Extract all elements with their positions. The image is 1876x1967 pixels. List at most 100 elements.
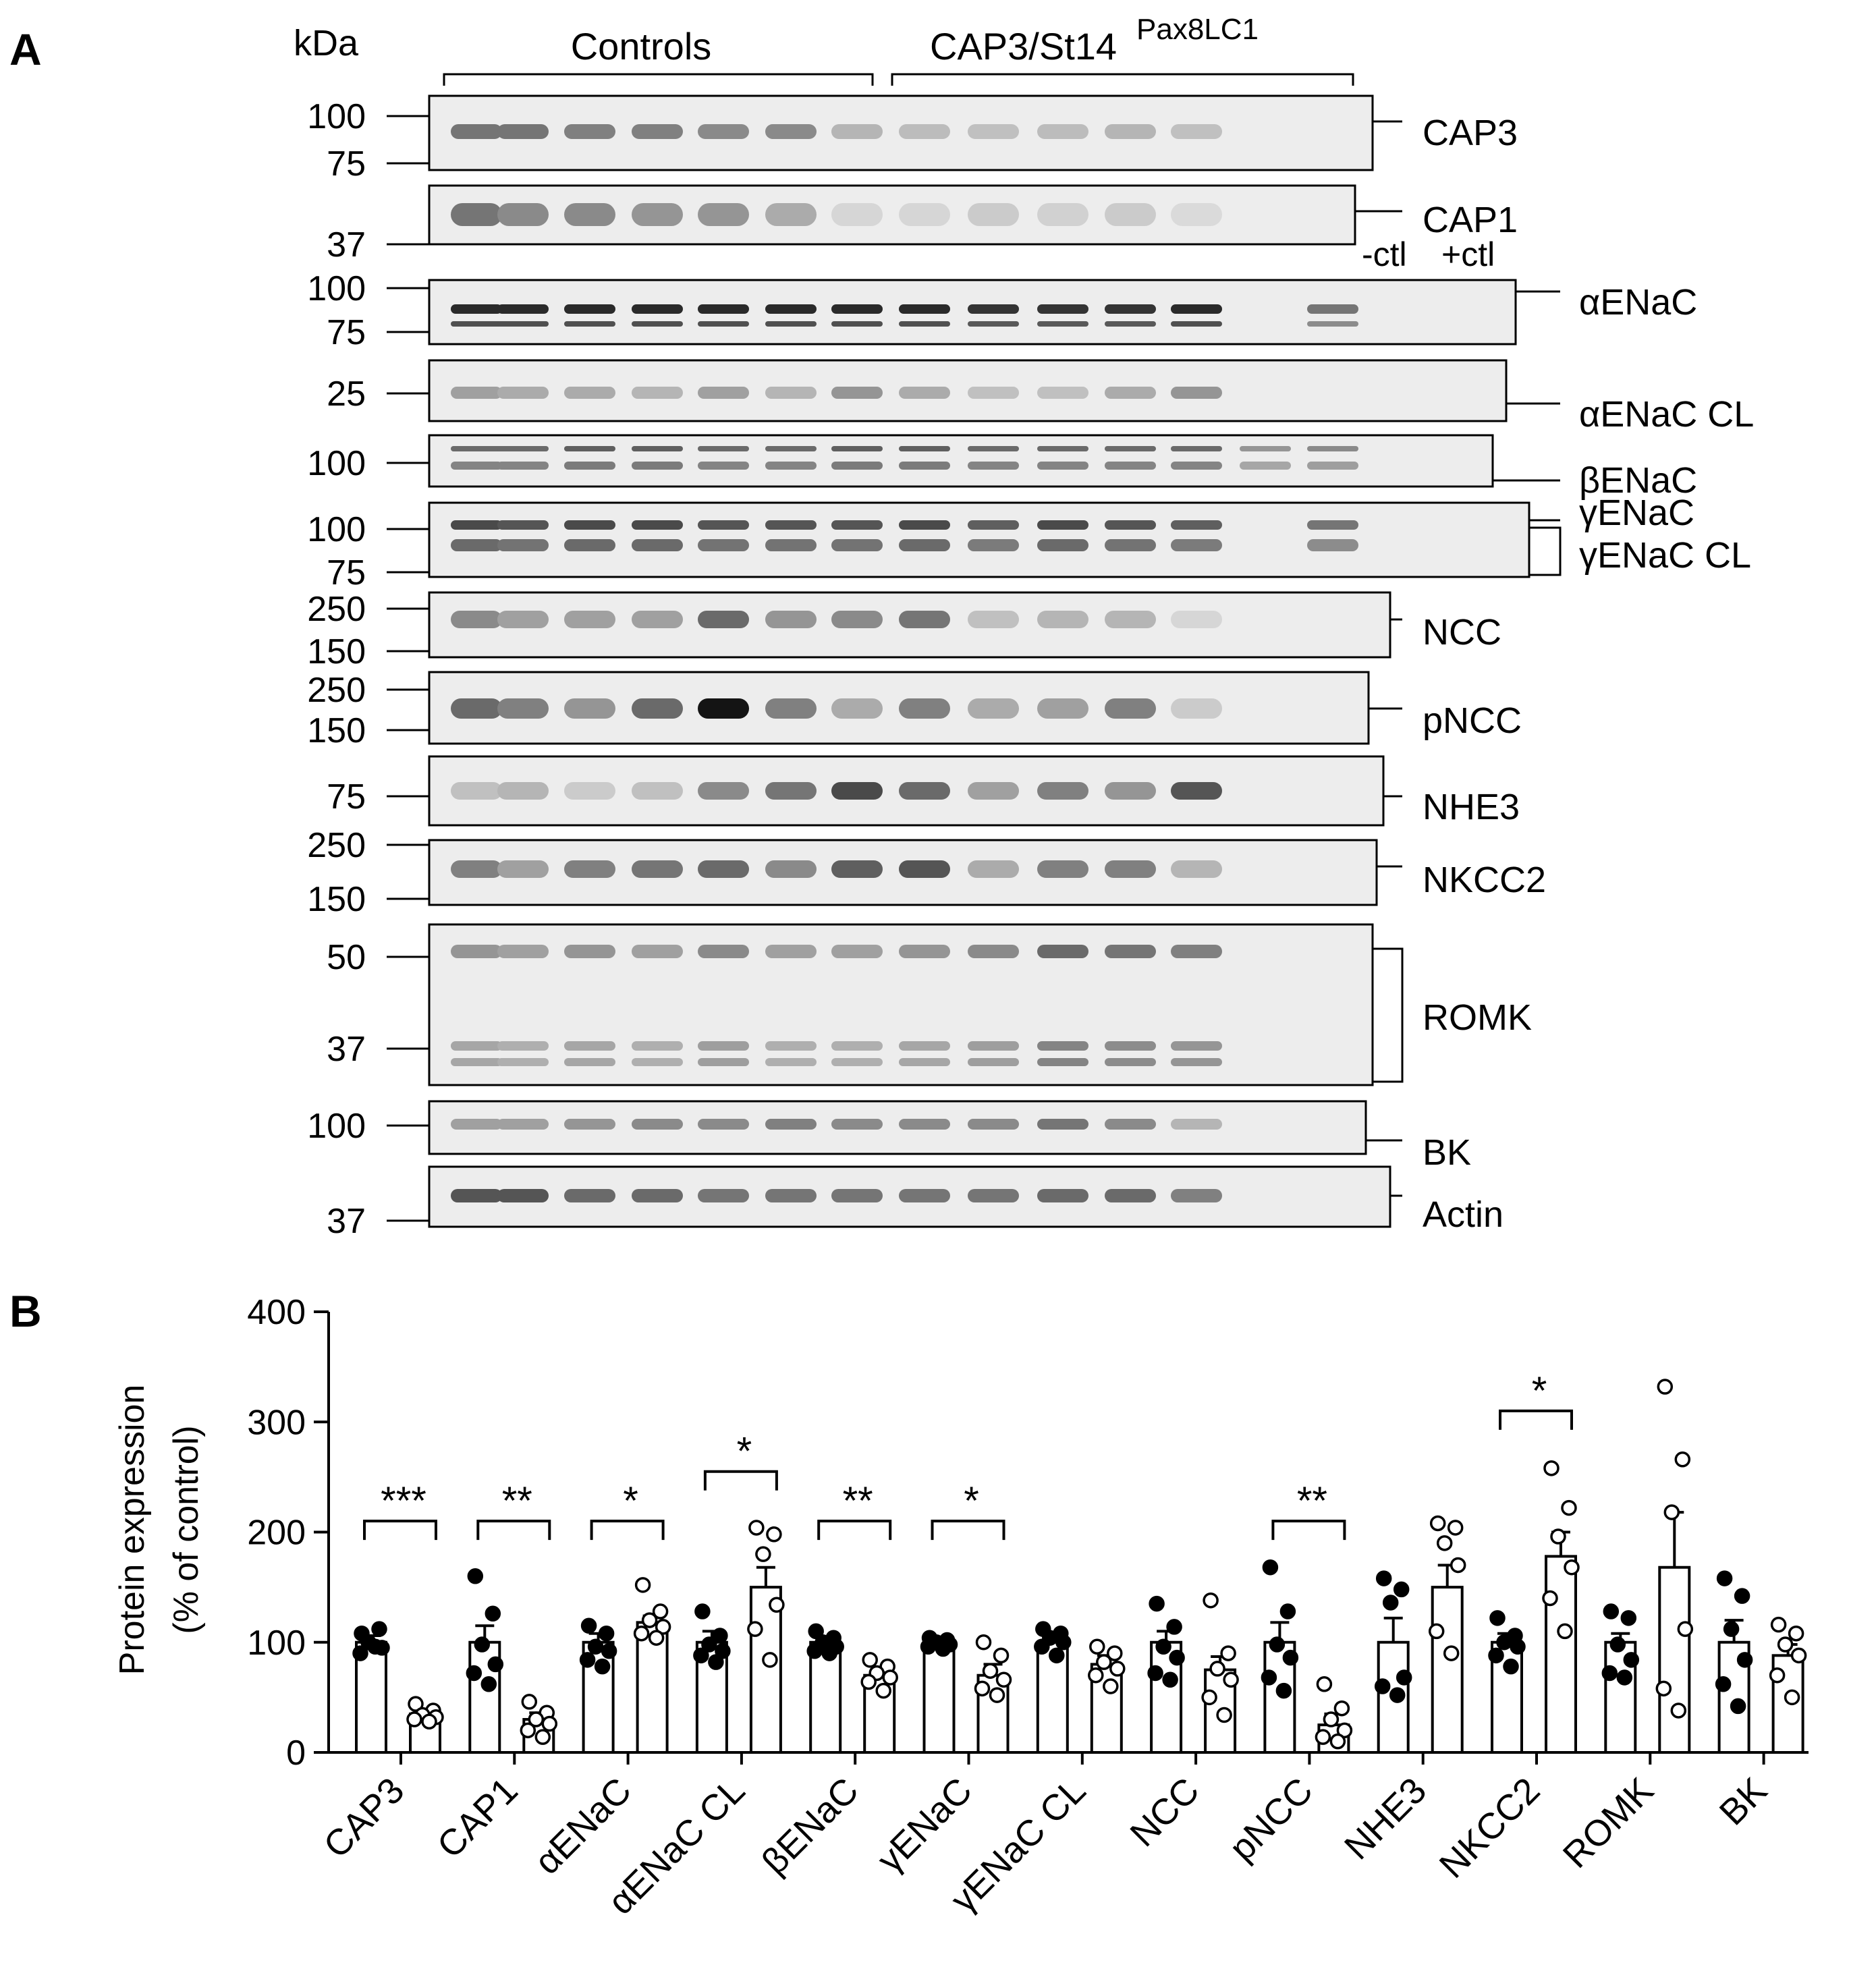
blot-actin: 37 Actin xyxy=(327,1165,1503,1241)
band xyxy=(1037,124,1088,139)
data-point xyxy=(1155,1638,1171,1655)
knockout-bar-nhe3 xyxy=(1431,1586,1464,1754)
band xyxy=(564,124,615,139)
marker-label-37: 37 xyxy=(327,1030,366,1069)
blot-label-romk: ROMK xyxy=(1423,997,1532,1038)
band xyxy=(899,1119,950,1130)
significance-bracket xyxy=(476,1520,551,1541)
group-label-knockout-superscript: Pax8LC1 xyxy=(1136,13,1259,46)
band xyxy=(1171,203,1222,226)
band xyxy=(632,1119,683,1130)
band xyxy=(632,462,683,470)
marker-label-150: 150 xyxy=(307,880,366,919)
marker-label-250: 250 xyxy=(307,826,366,865)
band xyxy=(564,387,615,399)
band xyxy=(899,860,950,878)
blot-strips: 100 75 CAP3 37 CAP1 100 75 αENaC 25 αENaC CL 100 βE… xyxy=(307,94,1754,1241)
data-point xyxy=(1715,1676,1732,1692)
band xyxy=(632,321,683,327)
band xyxy=(698,1041,749,1051)
data-point xyxy=(1564,1559,1580,1576)
data-point xyxy=(655,1619,671,1635)
band xyxy=(451,462,502,470)
band xyxy=(451,945,502,958)
band xyxy=(899,945,950,958)
band xyxy=(1171,304,1222,314)
significance-bracket xyxy=(1499,1409,1573,1430)
band xyxy=(831,539,883,551)
data-point xyxy=(1489,1610,1506,1626)
data-point xyxy=(762,1652,778,1668)
band xyxy=(698,698,749,719)
band xyxy=(1105,1058,1156,1066)
data-point xyxy=(1149,1595,1165,1612)
band xyxy=(1105,1189,1156,1202)
category-group-bk: BK xyxy=(1712,1570,1807,1833)
data-point xyxy=(487,1656,504,1673)
band xyxy=(497,1119,549,1130)
band xyxy=(765,304,817,314)
significance-nkcc2: * xyxy=(1499,1369,1573,1430)
band xyxy=(765,462,817,470)
band xyxy=(968,1058,1019,1066)
category-group-nhe3: NHE3 xyxy=(1337,1515,1466,1867)
blot-label-pncc: pNCC xyxy=(1423,700,1522,741)
data-point xyxy=(652,1603,669,1619)
band xyxy=(765,698,817,719)
band xyxy=(1105,945,1156,958)
band xyxy=(1307,520,1358,530)
data-point xyxy=(860,1673,877,1690)
knockout-bar-nkcc2 xyxy=(1545,1555,1577,1754)
knockout-bar-alphaenac-cl xyxy=(749,1586,782,1754)
marker-label-150: 150 xyxy=(307,632,366,671)
y-axis-label-units: (% of control) xyxy=(167,1425,206,1634)
band xyxy=(899,698,950,719)
band xyxy=(497,1058,549,1066)
band xyxy=(1171,387,1222,399)
data-point xyxy=(1162,1671,1178,1688)
band xyxy=(899,462,950,470)
data-point xyxy=(1201,1689,1217,1706)
band xyxy=(497,520,549,530)
control-bar-gammaenac xyxy=(922,1640,956,1754)
data-point xyxy=(769,1597,785,1613)
band xyxy=(451,539,502,551)
band xyxy=(451,698,502,719)
data-point xyxy=(1550,1528,1566,1545)
data-point xyxy=(715,1643,731,1659)
data-point xyxy=(993,1647,1010,1664)
marker-label-150: 150 xyxy=(307,711,366,750)
band xyxy=(1037,203,1088,226)
x-tick-label-ncc: NCC xyxy=(1122,1770,1207,1854)
marker-label-25: 25 xyxy=(327,375,366,414)
x-tick-label-pncc: pNCC xyxy=(1221,1770,1320,1868)
band xyxy=(497,387,549,399)
data-point xyxy=(1674,1451,1691,1468)
knockout-group-bracket xyxy=(891,73,1354,86)
blot-bk: 100 BK xyxy=(307,1100,1471,1173)
marker-label-100: 100 xyxy=(307,1107,366,1146)
data-point xyxy=(485,1605,501,1622)
band xyxy=(899,1041,950,1051)
x-tick-label-cap1: CAP1 xyxy=(430,1770,526,1866)
data-point xyxy=(521,1694,538,1710)
band xyxy=(1105,462,1156,470)
band xyxy=(831,782,883,800)
data-point xyxy=(367,1638,383,1655)
data-point xyxy=(1623,1652,1640,1668)
kda-label: kDa xyxy=(294,23,359,63)
data-point xyxy=(982,1663,999,1679)
data-point xyxy=(1389,1687,1406,1703)
data-point xyxy=(408,1696,424,1712)
controls-group-bracket xyxy=(443,73,874,86)
band xyxy=(451,782,502,800)
band xyxy=(831,1119,883,1130)
band xyxy=(451,321,502,327)
band xyxy=(564,321,615,327)
band xyxy=(831,945,883,958)
band xyxy=(632,520,683,530)
category-group-ncc: NCC xyxy=(1122,1592,1239,1854)
band xyxy=(899,520,950,530)
band xyxy=(1037,1058,1088,1066)
band xyxy=(899,124,950,139)
